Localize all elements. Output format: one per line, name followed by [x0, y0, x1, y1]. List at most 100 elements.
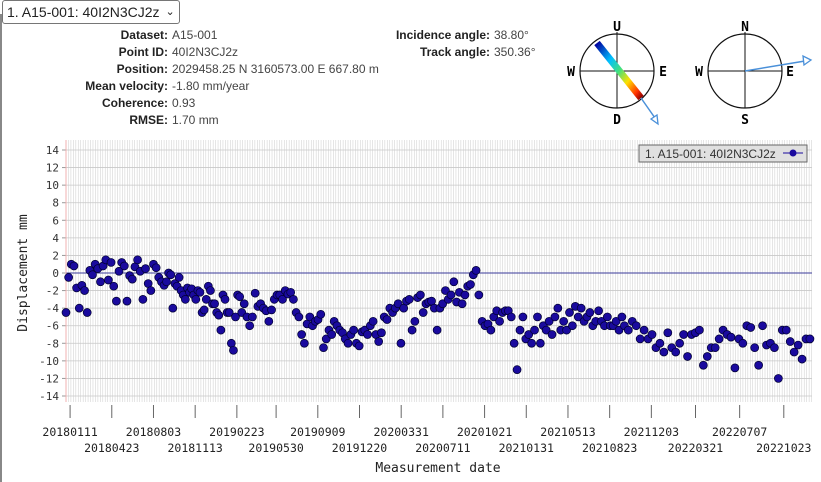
data-point[interactable] — [754, 360, 763, 370]
data-point[interactable] — [297, 330, 306, 339]
data-point[interactable] — [374, 337, 384, 346]
data-point[interactable] — [201, 295, 211, 304]
data-point[interactable] — [544, 316, 554, 326]
data-point[interactable] — [410, 316, 420, 326]
point-selector[interactable]: 1. A15-001: 40I2N3CJ2z ⌄ — [2, 0, 180, 24]
data-point[interactable] — [797, 354, 807, 364]
data-point[interactable] — [64, 273, 74, 282]
data-point[interactable] — [585, 308, 595, 317]
data-point[interactable] — [278, 295, 287, 304]
data-point[interactable] — [210, 299, 219, 309]
data-point[interactable] — [166, 270, 176, 280]
data-point[interactable] — [683, 352, 692, 361]
data-point[interactable] — [220, 295, 230, 304]
data-point[interactable] — [617, 312, 627, 322]
data-point[interactable] — [319, 343, 328, 353]
data-point[interactable] — [168, 303, 178, 313]
data-point[interactable] — [407, 325, 417, 335]
data-point[interactable] — [647, 330, 657, 339]
data-point[interactable] — [789, 347, 799, 357]
data-point[interactable] — [785, 337, 795, 346]
data-point[interactable] — [231, 312, 240, 322]
data-point[interactable] — [603, 312, 612, 322]
data-point[interactable] — [289, 295, 298, 304]
data-point[interactable] — [112, 296, 121, 306]
data-point[interactable] — [114, 266, 124, 276]
data-point[interactable] — [559, 316, 569, 326]
data-point[interactable] — [229, 345, 238, 355]
data-point[interactable] — [631, 321, 641, 331]
data-point[interactable] — [416, 290, 425, 300]
data-point[interactable] — [730, 363, 740, 373]
data-point[interactable] — [611, 316, 621, 326]
data-point[interactable] — [245, 321, 255, 331]
data-point[interactable] — [104, 275, 113, 285]
data-point[interactable] — [191, 295, 201, 304]
data-point[interactable] — [671, 347, 681, 357]
data-point[interactable] — [460, 290, 470, 300]
data-point[interactable] — [224, 308, 234, 317]
data-point[interactable] — [738, 338, 748, 348]
data-point[interactable] — [805, 334, 815, 344]
data-point[interactable] — [512, 365, 522, 374]
data-point[interactable] — [541, 325, 551, 335]
data-point[interactable] — [216, 325, 226, 335]
data-point[interactable] — [533, 312, 542, 322]
data-point[interactable] — [695, 325, 704, 335]
data-point[interactable] — [404, 295, 414, 304]
data-point[interactable] — [88, 270, 97, 280]
data-point[interactable] — [562, 325, 571, 335]
data-point[interactable] — [515, 325, 525, 335]
data-point[interactable] — [368, 316, 378, 326]
data-point[interactable] — [377, 328, 386, 338]
data-point[interactable] — [530, 325, 539, 335]
data-point[interactable] — [396, 338, 406, 348]
data-point[interactable] — [363, 330, 372, 339]
data-point[interactable] — [250, 288, 260, 298]
data-point[interactable] — [486, 325, 496, 335]
data-point[interactable] — [594, 306, 603, 316]
data-point[interactable] — [122, 296, 132, 306]
data-point[interactable] — [181, 295, 190, 304]
data-point[interactable] — [74, 303, 84, 313]
data-point[interactable] — [495, 316, 504, 326]
data-point[interactable] — [206, 286, 215, 295]
data-point[interactable] — [300, 338, 309, 348]
data-point[interactable] — [793, 340, 803, 350]
data-point[interactable] — [509, 338, 519, 348]
data-point[interactable] — [553, 303, 563, 313]
data-point[interactable] — [547, 330, 557, 339]
data-point[interactable] — [623, 325, 633, 335]
data-point[interactable] — [702, 352, 712, 361]
data-point[interactable] — [214, 310, 224, 320]
data-point[interactable] — [675, 338, 685, 348]
data-point[interactable] — [418, 308, 428, 317]
data-point[interactable] — [80, 286, 89, 295]
data-point[interactable] — [382, 315, 392, 324]
data-point[interactable] — [679, 330, 688, 339]
data-point[interactable] — [550, 312, 560, 322]
data-point[interactable] — [264, 316, 274, 326]
data-point[interactable] — [446, 290, 456, 300]
data-point[interactable] — [449, 277, 459, 287]
data-point[interactable] — [758, 321, 767, 331]
data-point[interactable] — [199, 305, 209, 315]
data-point[interactable] — [639, 325, 649, 335]
data-point[interactable] — [119, 261, 129, 271]
data-point[interactable] — [248, 312, 257, 322]
data-point[interactable] — [573, 312, 583, 322]
data-point[interactable] — [162, 277, 171, 287]
data-point[interactable] — [466, 280, 475, 289]
data-point[interactable] — [109, 281, 119, 291]
data-point[interactable] — [146, 286, 156, 295]
data-point[interactable] — [239, 299, 249, 309]
data-point[interactable] — [69, 261, 79, 271]
data-point[interactable] — [655, 338, 665, 348]
legend[interactable]: 1. A15-001: 40I2N3CJ2z — [638, 144, 808, 163]
data-point[interactable] — [96, 277, 105, 287]
data-point[interactable] — [106, 258, 116, 267]
data-point[interactable] — [527, 338, 536, 348]
data-point[interactable] — [235, 292, 245, 302]
data-point[interactable] — [141, 264, 150, 273]
data-point[interactable] — [316, 309, 326, 319]
